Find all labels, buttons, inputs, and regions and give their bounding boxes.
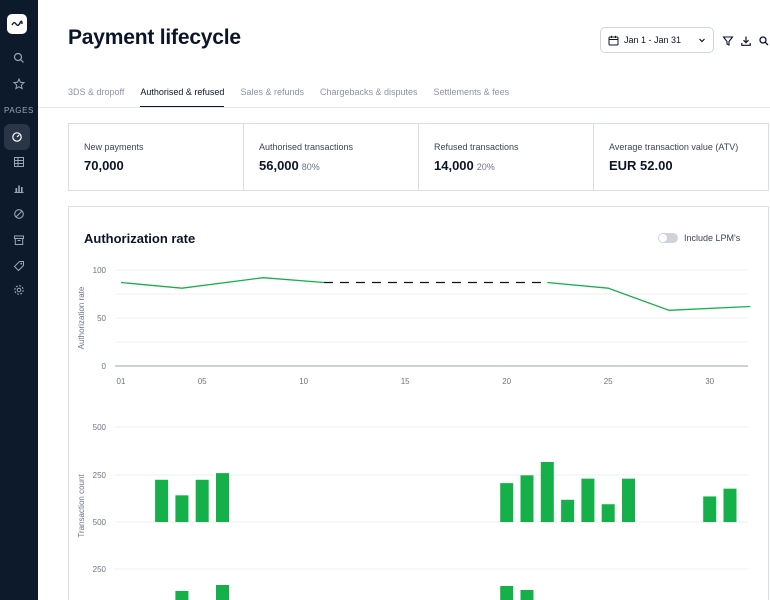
metric-label: Average transaction value (ATV): [609, 142, 739, 152]
metric-new-payments: New payments 70,000: [69, 124, 244, 190]
metric-value: 56,000: [259, 158, 299, 173]
settings-icon[interactable]: [0, 280, 38, 300]
transaction-bar: [520, 590, 534, 600]
transaction-bar: [216, 585, 229, 600]
metric-average-transaction-value: Average transaction value (ATV) EUR 52.0…: [594, 124, 768, 190]
tab-chargebacks-disputes[interactable]: Chargebacks & disputes: [319, 87, 418, 97]
transaction-bar: [703, 496, 717, 522]
filter-icon[interactable]: [722, 34, 734, 46]
table-icon[interactable]: [0, 152, 38, 172]
tabs-divider: [38, 107, 770, 108]
toggle-knob: [659, 234, 667, 242]
metrics-row: New payments 70,000 Authorised transacti…: [68, 123, 769, 191]
bar-chart-icon[interactable]: [0, 178, 38, 198]
transaction-bar: [195, 479, 209, 522]
page-title: Payment lifecycle: [68, 26, 241, 49]
metric-authorised-transactions: Authorised transactions 56,000 80%: [244, 124, 419, 190]
y-tick-label: 500: [93, 518, 107, 527]
include-lpm-label: Include LPM's: [684, 233, 741, 243]
metric-percentage: 80%: [301, 162, 320, 172]
include-lpm-toggle[interactable]: [658, 233, 678, 243]
chevron-down-icon: [699, 38, 705, 43]
metric-value: EUR 52.00: [609, 158, 673, 173]
transaction-bar: [216, 473, 229, 522]
metric-value: 70,000: [84, 158, 124, 173]
y-tick-label: 0: [102, 362, 107, 371]
y-axis-title: Transaction count: [77, 474, 86, 538]
x-tick-label: 25: [604, 377, 613, 386]
x-tick-label: 30: [705, 377, 714, 386]
transaction-bar: [622, 478, 635, 522]
metric-label: Refused transactions: [434, 142, 519, 152]
date-range-picker[interactable]: Jan 1 - Jan 31: [600, 27, 714, 53]
tab-bar: 3DS & dropoff Authorised & refused Sales…: [68, 87, 525, 108]
y-tick-label: 250: [93, 565, 107, 574]
metric-value: 14,000: [434, 158, 474, 173]
star-icon[interactable]: [0, 74, 38, 94]
transaction-bar: [723, 488, 737, 522]
x-tick-label: 15: [401, 377, 410, 386]
metric-label: Authorised transactions: [259, 142, 354, 152]
y-axis-title: Authorization rate: [77, 286, 86, 349]
pages-section-label: PAGES: [4, 106, 34, 115]
download-icon[interactable]: [740, 34, 752, 46]
tag-icon[interactable]: [0, 256, 38, 276]
transaction-bar: [500, 586, 514, 600]
search-icon[interactable]: [0, 48, 38, 68]
y-tick-label: 100: [93, 266, 107, 275]
tab-settlements-fees[interactable]: Settlements & fees: [433, 87, 510, 97]
authorization-rate-card: Authorization rate Include LPM's: [68, 206, 769, 600]
transaction-bar: [540, 462, 554, 522]
blocked-icon[interactable]: [0, 204, 38, 224]
transaction-bar: [155, 479, 169, 522]
metric-refused-transactions: Refused transactions 14,000 20%: [419, 124, 594, 190]
search-icon[interactable]: [758, 34, 770, 46]
charts-area: 0 50 100 01 05 10 15 20 25 30 Authorization rate 50…: [77, 266, 751, 600]
app-logo[interactable]: [7, 14, 27, 34]
calendar-icon: [608, 35, 619, 45]
transaction-bar: [581, 478, 595, 522]
tab-sales-refunds[interactable]: Sales & refunds: [240, 87, 304, 97]
transaction-bar: [561, 499, 575, 522]
authorization-rate-line: [120, 277, 325, 289]
transaction-bar: [175, 495, 189, 522]
tab-authorised-refused[interactable]: Authorised & refused: [140, 87, 225, 108]
metric-percentage: 20%: [476, 162, 495, 172]
y-tick-label: 50: [97, 314, 106, 323]
logo-wave-icon: [11, 20, 23, 26]
dashboard-icon[interactable]: [4, 124, 30, 150]
date-range-label: Jan 1 - Jan 31: [624, 35, 682, 45]
y-tick-label: 250: [93, 471, 107, 480]
x-tick-label: 20: [502, 377, 511, 386]
transaction-bar: [175, 591, 189, 600]
x-tick-label: 01: [117, 377, 126, 386]
metric-label: New payments: [84, 142, 144, 152]
transaction-bar: [500, 483, 514, 522]
archive-icon[interactable]: [0, 230, 38, 250]
transaction-bar: [601, 504, 615, 522]
authorization-rate-line: [547, 281, 751, 311]
transaction-bar: [520, 475, 534, 522]
tab-3ds-dropoff[interactable]: 3DS & dropoff: [68, 87, 125, 97]
x-tick-label: 05: [198, 377, 207, 386]
x-tick-label: 10: [299, 377, 308, 386]
y-tick-label: 500: [93, 423, 107, 432]
sidebar: PAGES: [0, 0, 38, 600]
card-title: Authorization rate: [84, 231, 196, 246]
